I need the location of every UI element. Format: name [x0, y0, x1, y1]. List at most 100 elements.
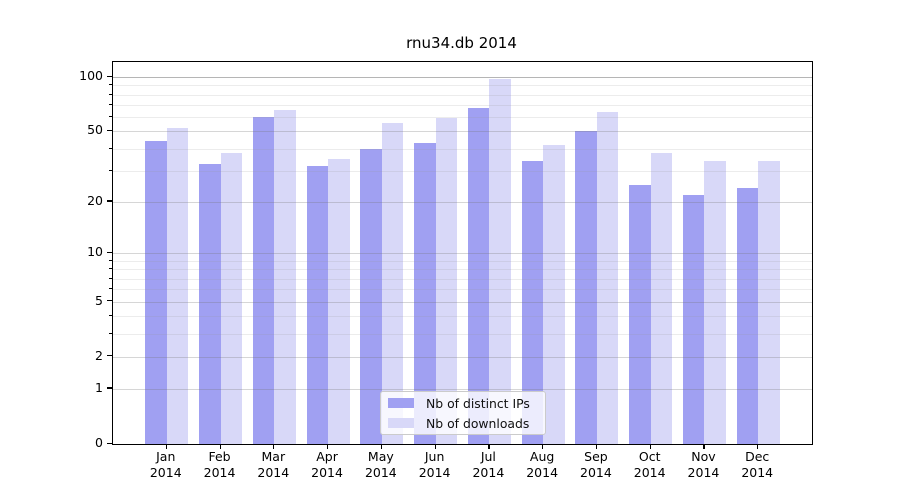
gridline-minor-8	[113, 269, 812, 271]
gridline-minor-6	[113, 289, 812, 291]
bar-distinct-ips-sep	[575, 131, 597, 444]
bar-distinct-ips-may	[360, 148, 382, 444]
y-minor-tick-30	[109, 169, 112, 171]
x-tick-mar	[273, 444, 275, 449]
plot-inner	[113, 62, 812, 444]
plot-area: Nb of distinct IPs Nb of downloads	[112, 61, 813, 445]
x-tick-label-jan: Jan 2014	[149, 449, 182, 480]
y-tick-label-5: 5	[95, 292, 103, 308]
y-tick-10	[106, 251, 112, 253]
y-tick-label-20: 20	[87, 192, 103, 208]
x-tick-label-dec: Dec 2014	[741, 449, 774, 480]
bar-downloads-feb	[220, 152, 243, 444]
y-tick-label-2: 2	[95, 347, 103, 363]
y-tick-100	[106, 75, 112, 77]
y-tick-5	[106, 300, 112, 302]
gridline-minor-60	[113, 117, 812, 119]
x-tick-label-may: May 2014	[364, 449, 397, 480]
bar-distinct-ips-jun	[414, 143, 436, 444]
y-tick-label-10: 10	[87, 244, 103, 260]
legend-swatch-downloads	[388, 418, 414, 428]
x-tick-sep	[595, 444, 598, 449]
x-tick-label-mar: Mar 2014	[257, 449, 290, 480]
bar-distinct-ips-feb	[199, 163, 221, 444]
bar-distinct-ips-jan	[145, 141, 167, 444]
y-tick-1	[106, 387, 112, 389]
y-minor-tick-60	[109, 116, 112, 118]
legend-label-downloads: Nb of downloads	[426, 415, 530, 431]
bar-distinct-ips-jul	[467, 108, 490, 444]
bar-distinct-ips-oct	[629, 184, 651, 444]
x-tick-dec	[757, 444, 759, 449]
x-tick-label-jul: Jul 2014	[472, 449, 505, 480]
gridline-major-10	[113, 253, 812, 255]
x-tick-apr	[327, 444, 329, 449]
bar-downloads-aug	[543, 144, 565, 444]
x-tick-nov	[703, 444, 705, 449]
gridline-major-50	[113, 131, 812, 133]
x-tick-oct	[649, 444, 651, 449]
x-tick-jun	[434, 444, 436, 449]
bar-downloads-mar	[274, 109, 296, 444]
chart-title: rnu34.db 2014	[406, 34, 517, 52]
x-tick-label-jun: Jun 2014	[418, 449, 451, 480]
gridline-minor-3	[113, 333, 812, 335]
gridline-major-20	[113, 201, 812, 203]
gridline-minor-80	[113, 94, 812, 96]
legend: Nb of distinct IPs Nb of downloads	[380, 391, 546, 435]
legend-item-downloads: Nb of downloads	[388, 415, 537, 431]
y-minor-tick-3	[109, 332, 112, 334]
bar-downloads-may	[381, 122, 404, 444]
bar-distinct-ips-mar	[252, 117, 275, 444]
x-tick-feb	[219, 444, 221, 449]
gridline-major-2	[113, 356, 812, 358]
y-tick-2	[106, 355, 112, 357]
x-tick-label-nov: Nov 2014	[687, 449, 720, 480]
legend-label-distinct-ips: Nb of distinct IPs	[426, 395, 530, 411]
legend-swatch-distinct-ips	[388, 398, 414, 408]
y-minor-tick-6	[109, 288, 112, 290]
bar-downloads-nov	[704, 161, 726, 444]
y-minor-tick-70	[109, 104, 112, 106]
x-tick-label-aug: Aug 2014	[526, 449, 559, 480]
bar-distinct-ips-dec	[736, 188, 759, 444]
gridline-major-1	[113, 388, 812, 390]
y-minor-tick-4	[109, 315, 112, 316]
legend-item-distinct-ips: Nb of distinct IPs	[388, 395, 537, 411]
bar-downloads-jan	[166, 128, 189, 444]
gridline-minor-7	[113, 278, 812, 280]
y-minor-tick-90	[109, 84, 112, 86]
gridline-minor-70	[113, 105, 812, 107]
y-minor-tick-40	[109, 147, 112, 149]
gridline-minor-9	[113, 260, 812, 262]
y-tick-20	[106, 200, 112, 202]
y-tick-label-1: 1	[95, 379, 103, 395]
gridline-minor-4	[113, 316, 812, 317]
y-tick-50	[106, 129, 112, 132]
bar-downloads-jul	[489, 79, 511, 444]
gridline-minor-40	[113, 148, 812, 150]
x-tick-label-apr: Apr 2014	[311, 449, 343, 480]
x-tick-label-sep: Sep 2014	[580, 449, 612, 480]
bar-downloads-jun	[435, 118, 458, 444]
x-tick-label-feb: Feb 2014	[203, 449, 236, 480]
bar-downloads-apr	[328, 159, 350, 444]
gridline-minor-90	[113, 85, 812, 87]
y-minor-tick-80	[109, 93, 112, 95]
y-tick-label-0: 0	[95, 435, 103, 450]
x-tick-may	[380, 444, 383, 449]
x-tick-aug	[542, 444, 544, 449]
y-minor-tick-8	[109, 268, 112, 270]
bar-distinct-ips-aug	[521, 161, 544, 444]
y-tick-label-100: 100	[79, 68, 103, 83]
y-minor-tick-7	[109, 277, 112, 279]
y-tick-0	[106, 442, 112, 444]
gridline-major-5	[113, 301, 812, 303]
bar-distinct-ips-apr	[306, 165, 329, 444]
bar-downloads-dec	[758, 161, 780, 444]
x-tick-label-oct: Oct 2014	[633, 449, 666, 480]
gridline-minor-30	[113, 170, 812, 172]
y-minor-tick-9	[109, 259, 112, 261]
x-tick-jan	[165, 444, 167, 449]
